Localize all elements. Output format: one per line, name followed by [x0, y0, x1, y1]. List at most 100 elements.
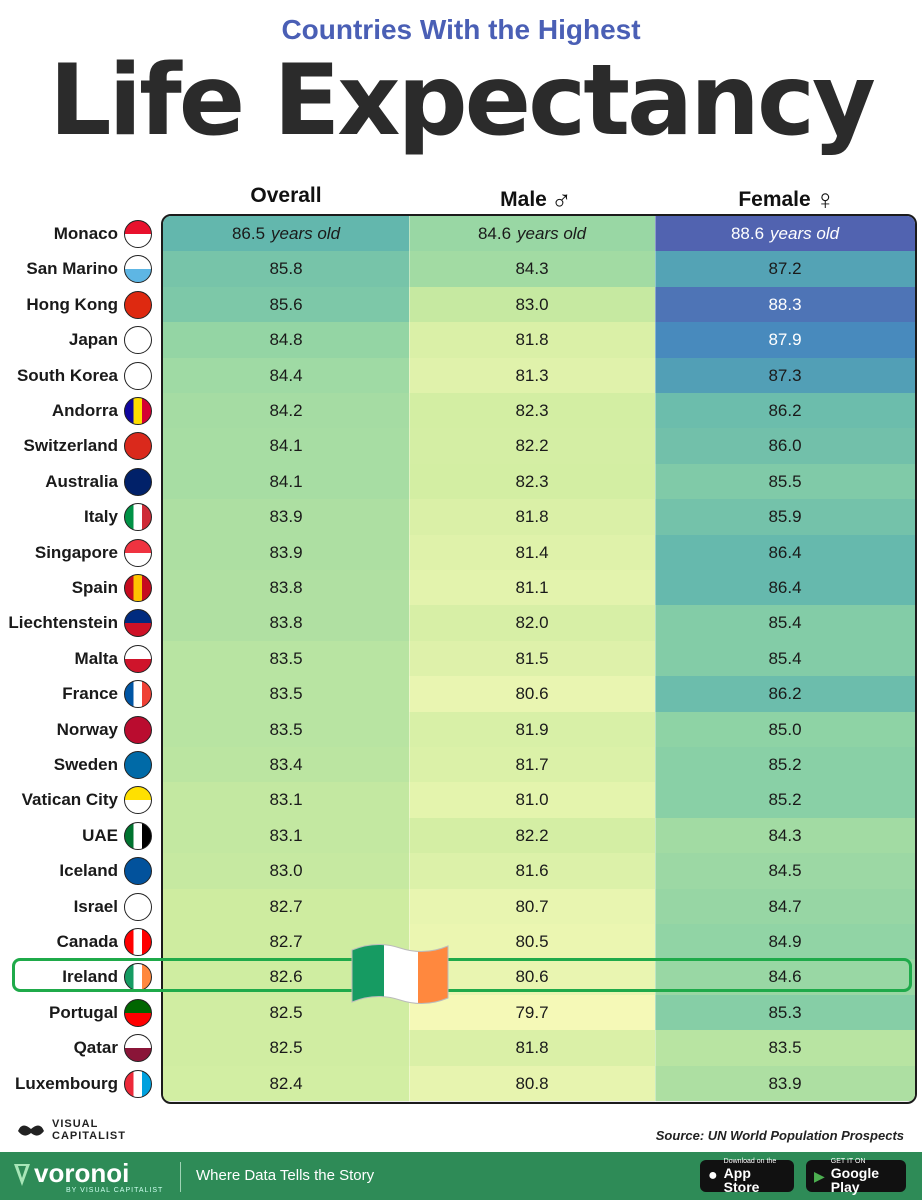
country-flag-icon	[124, 786, 152, 815]
value-cell-male: 82.3	[409, 393, 655, 429]
value-cell-female: 84.3	[655, 817, 915, 854]
value-cell-male: 81.6	[409, 853, 655, 890]
value-cell-female: 85.5	[655, 463, 915, 500]
value-cell-overall: 83.1	[163, 782, 409, 819]
value-cell-overall: 85.6	[163, 286, 409, 323]
value-cell-female: 87.3	[655, 357, 915, 394]
value-cell-male: 82.2	[409, 817, 655, 854]
country-label: Portugal	[49, 1002, 118, 1022]
country-label: UAE	[82, 825, 118, 845]
value-cell-female: 83.5	[655, 1030, 915, 1067]
col-header-overall-label: Overall	[250, 184, 322, 207]
country-flag-icon	[124, 928, 152, 956]
footer-divider	[180, 1162, 181, 1192]
value-cell-overall: 83.4	[163, 747, 409, 783]
value-cell-male: 81.8	[409, 499, 655, 536]
value-cell-male: 81.8	[409, 1030, 655, 1067]
google-big: Google Play	[830, 1165, 880, 1195]
value-cell-female: 86.0	[655, 428, 915, 465]
value-cell-female: 85.4	[655, 605, 915, 642]
vc-brand-line2: CAPITALIST	[52, 1130, 126, 1142]
country-label: Italy	[83, 507, 118, 527]
value-cell-overall: 83.1	[163, 817, 409, 854]
app-store-badge[interactable]: ● Download on the App Store	[700, 1158, 794, 1195]
col-header-overall: Overall	[161, 184, 411, 208]
country-flag-icon	[124, 644, 152, 673]
country-flag-icon	[124, 467, 152, 496]
country-label: Australia	[45, 471, 118, 491]
value-cell-female: 86.2	[655, 393, 915, 429]
value-cell-male: 82.3	[409, 463, 655, 500]
country-label: Spain	[71, 578, 118, 597]
country-flag-icon	[124, 574, 152, 602]
value-cell-male: 82.2	[409, 428, 655, 465]
value-cell-overall: 83.8	[163, 605, 409, 642]
apple-icon: ●	[708, 1167, 718, 1184]
country-label: Liechtenstein	[8, 613, 118, 633]
highlight-row-ireland	[12, 958, 912, 992]
value-cell-female: 85.2	[655, 782, 915, 819]
voronoi-wordmark: voronoi	[34, 1158, 130, 1188]
value-cell-male: 81.8	[409, 322, 655, 359]
value-cell-female: 86.2	[655, 676, 915, 713]
value-cell-female: 85.0	[655, 711, 915, 748]
value-cell-female: 87.9	[655, 322, 915, 359]
value-cell-overall: 84.8	[163, 322, 409, 359]
country-label: South Korea	[16, 365, 118, 385]
column-divider	[409, 216, 410, 1102]
column-divider	[655, 216, 656, 1102]
data-table: 86.5 years old 84.6 years old 88.6 years old 8…	[161, 214, 917, 1104]
country-flag-icon	[124, 220, 152, 248]
value-cell-overall: 84.2	[163, 393, 409, 429]
value-cell-male: 84.6 years old	[409, 216, 655, 252]
ireland-flag-icon	[351, 944, 449, 1004]
value-cell-overall: 84.4	[163, 357, 409, 394]
value-cell-female: 88.6 years old	[655, 216, 915, 252]
country-label: San Marino	[26, 259, 118, 279]
value-cell-male: 80.8	[409, 1065, 655, 1102]
value-cell-overall: 85.8	[163, 251, 409, 288]
value-cell-female: 87.2	[655, 251, 915, 288]
value-cell-male: 81.1	[409, 570, 655, 606]
google-play-badge[interactable]: ▶ GET IT ON Google Play	[806, 1158, 906, 1195]
value-cell-female: 83.9	[655, 1065, 915, 1102]
country-flag-icon	[124, 326, 152, 355]
value-cell-male: 81.0	[409, 782, 655, 819]
app-store-big: App Store	[723, 1165, 760, 1195]
value-cell-male: 81.7	[409, 747, 655, 783]
country-label: Norway	[56, 719, 118, 739]
country-flag-icon	[124, 1034, 152, 1063]
value-cell-overall: 84.1	[163, 428, 409, 465]
country-label: Switzerland	[23, 436, 118, 456]
country-flag-icon	[124, 715, 152, 744]
female-symbol-icon: ♀	[814, 184, 836, 215]
value-cell-female: 85.9	[655, 499, 915, 536]
value-cell-overall: 82.7	[163, 888, 409, 925]
country-label: Iceland	[59, 861, 118, 881]
country-label: Vatican City	[21, 790, 118, 810]
col-header-female-label: Female	[738, 188, 811, 211]
value-cell-female: 86.4	[655, 570, 915, 606]
tagline: Where Data Tells the Story	[196, 1167, 375, 1184]
source-note: Source: UN World Population Prospects	[655, 1128, 904, 1143]
country-label: Sweden	[53, 755, 118, 774]
value-cell-overall: 83.9	[163, 499, 409, 536]
value-cell-male: 81.9	[409, 711, 655, 748]
country-label: Ireland	[62, 967, 118, 987]
chart-title: Life Expectancy	[49, 44, 876, 158]
value-cell-female: 84.9	[655, 924, 915, 960]
google-small: GET IT ON	[830, 1158, 866, 1165]
value-cell-male: 79.7	[409, 994, 655, 1031]
play-icon: ▶	[814, 1167, 825, 1184]
country-label: Qatar	[73, 1038, 118, 1058]
value-cell-overall: 84.1	[163, 463, 409, 500]
value-cell-male: 82.0	[409, 605, 655, 642]
value-cell-overall: 82.4	[163, 1065, 409, 1102]
value-cell-female: 88.3	[655, 286, 915, 323]
country-label: Andorra	[51, 401, 118, 420]
value-cell-male: 80.6	[409, 676, 655, 713]
country-flag-icon	[124, 255, 152, 284]
country-flag-icon	[124, 361, 152, 390]
country-label: Monaco	[53, 224, 118, 243]
value-cell-female: 85.3	[655, 994, 915, 1031]
